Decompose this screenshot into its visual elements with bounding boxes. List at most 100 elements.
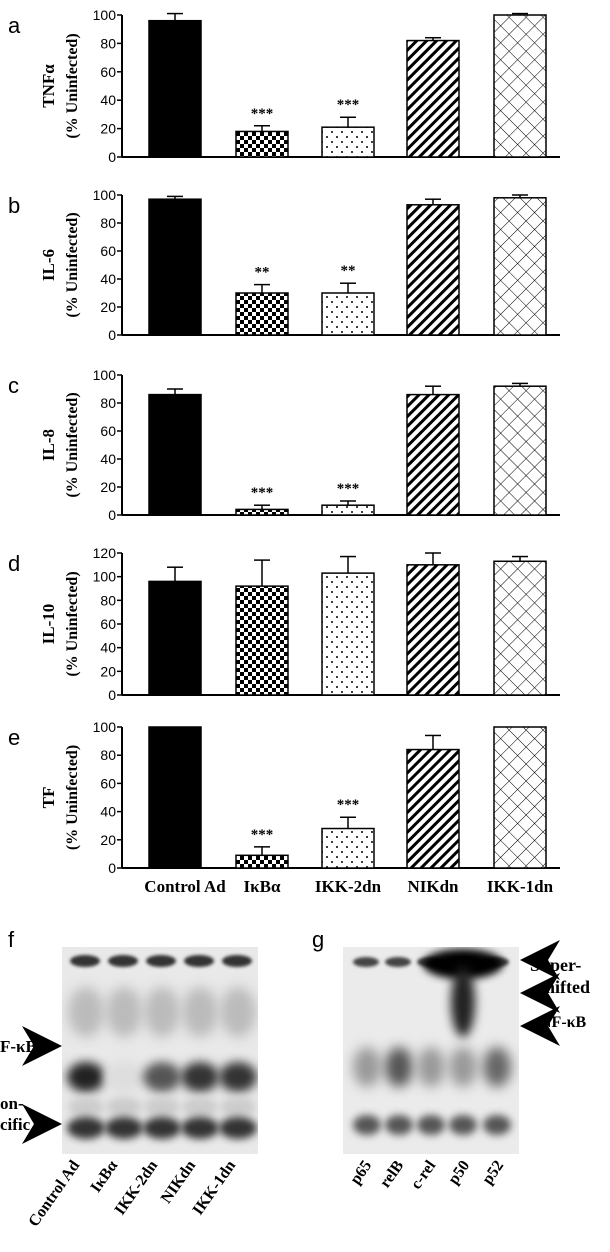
bar-a-4 (406, 39, 460, 158)
y-axis-label-sub: (% Uninfected) (64, 392, 81, 497)
chart-panel-c: c IL-8 (% Uninfected) 0 20 40 60 80 100 *** *** (8, 367, 560, 523)
gel-f-nonspecific-arrow (22, 1104, 62, 1144)
y-tick-label: 40 (100, 271, 116, 287)
gel-g-lane-label: relB (377, 1157, 408, 1191)
gel-g-supershift-label: shifted (538, 977, 590, 997)
gel-f-nonspecific-label: cific (0, 1115, 31, 1134)
y-tick-label: 0 (108, 860, 116, 876)
gel-g-lower-band (483, 1115, 511, 1135)
gel-g-supershift-label: Super- (530, 955, 581, 975)
gel-f-lane-label: Control Ad (25, 1157, 83, 1230)
bar-charts: a TNFα (% Uninfected) 0 20 40 60 80 100 *** *** b IL… (8, 7, 560, 896)
gel-f-nfkb-label: F-κB (0, 1037, 37, 1056)
bar-a-3 (321, 126, 375, 158)
y-tick-label: 80 (100, 215, 116, 231)
gel-f-nonspecific-band (219, 1117, 257, 1139)
gel-f-nonspecific-band (105, 1117, 143, 1139)
gel-f-well-band (146, 955, 176, 967)
significance-label: *** (251, 106, 274, 122)
y-axis-label-main: IL-8 (39, 429, 58, 461)
gel-g-image (343, 947, 519, 1154)
bar-a-1 (148, 19, 202, 158)
gel-g-lane-label: p52 (479, 1158, 507, 1188)
gel-f-nfkb-band (105, 1062, 143, 1092)
significance-label: *** (251, 485, 274, 501)
gel-f-nfkb-band (67, 1062, 105, 1092)
gel-f-nonspecific-band (181, 1117, 219, 1139)
gel-f-smear (220, 987, 256, 1037)
gel-g-lower-band (385, 1115, 413, 1135)
gel-g-nfkb-band (385, 1047, 413, 1087)
gel-f-well-band (184, 955, 214, 967)
panel-label: a (8, 13, 21, 38)
chart-panel-a: a TNFα (% Uninfected) 0 20 40 60 80 100 *** *** (8, 7, 560, 165)
y-tick-label: 0 (108, 327, 116, 343)
chart-panel-d: d IL-10 (% Uninfected) 0 20 40 60 80 100 120 (8, 545, 560, 703)
gel-f-nonspecific-band (67, 1117, 105, 1139)
y-tick-label: 40 (100, 804, 116, 820)
significance-label: *** (337, 481, 360, 497)
y-tick-label: 0 (108, 687, 116, 703)
y-tick-label: 60 (100, 64, 116, 80)
gel-f-well-band (108, 955, 138, 967)
gel-f-nonspecific-band (143, 1117, 181, 1139)
bar-d-4 (406, 564, 460, 696)
bar-d-3 (321, 572, 375, 696)
gel-f-mid-band (68, 1097, 104, 1117)
bar-c-1 (148, 393, 202, 516)
bar-d-2 (235, 585, 289, 696)
bar-e-2 (235, 854, 289, 869)
bar-e-4 (406, 748, 460, 869)
significance-label: *** (251, 827, 274, 843)
y-axis-label-main: TNFα (39, 64, 58, 108)
y-tick-label: 80 (100, 395, 116, 411)
panel-label: c (8, 373, 19, 398)
y-tick-label: 100 (93, 187, 117, 203)
x-tick-label: IKK-1dn (487, 877, 554, 896)
gel-g-lane-label: c-rel (408, 1157, 440, 1192)
y-tick-label: 60 (100, 423, 116, 439)
gel-g-lower-band (449, 1115, 477, 1135)
gel-f-smear (182, 987, 218, 1037)
panel-label: f (8, 927, 15, 952)
y-axis-label-sub: (% Uninfected) (64, 212, 81, 317)
significance-label: *** (337, 797, 360, 813)
y-tick-label: 0 (108, 149, 116, 165)
significance-label: *** (337, 97, 360, 113)
gel-g-lower-band (353, 1115, 381, 1135)
gel-f-smear (144, 987, 180, 1037)
y-tick-label: 80 (100, 592, 116, 608)
gel-f-smear (68, 987, 104, 1037)
gel-g-well-band (353, 957, 379, 967)
bar-a-2 (235, 130, 289, 158)
y-tick-label: 20 (100, 663, 116, 679)
gel-f-lane-label: IκBα (87, 1157, 121, 1195)
gel-f-image (62, 947, 258, 1154)
bar-b-1 (148, 198, 202, 336)
y-tick-label: 40 (100, 640, 116, 656)
gel-f-well-band (70, 955, 100, 967)
y-tick-label: 20 (100, 299, 116, 315)
gel-f-nfkb-band (181, 1062, 219, 1092)
y-axis-label-main: IL-10 (39, 604, 58, 645)
bar-d-5 (493, 560, 547, 696)
gel-f-nfkb-band (143, 1062, 181, 1092)
y-tick-label: 60 (100, 243, 116, 259)
chart-panel-b: b IL-6 (% Uninfected) 0 20 40 60 80 100 ** ** (8, 187, 560, 343)
gel-g-nfkb-arrow (520, 1006, 560, 1046)
y-tick-label: 20 (100, 479, 116, 495)
y-tick-label: 100 (93, 569, 117, 585)
gel-g-lane-label: p50 (445, 1158, 473, 1188)
gel-g-lower-band (417, 1115, 445, 1135)
gel-g-nfkb-band (417, 1047, 445, 1087)
y-tick-label: 0 (108, 507, 116, 523)
panel-label: b (8, 193, 20, 218)
gel-f-nonspecific-label: on- (0, 1094, 24, 1113)
y-tick-label: 60 (100, 616, 116, 632)
bar-c-2 (235, 508, 289, 516)
panel-label: d (8, 551, 20, 576)
x-tick-label: IKK-2dn (315, 877, 382, 896)
significance-label: ** (255, 265, 270, 281)
y-tick-label: 100 (93, 367, 117, 383)
